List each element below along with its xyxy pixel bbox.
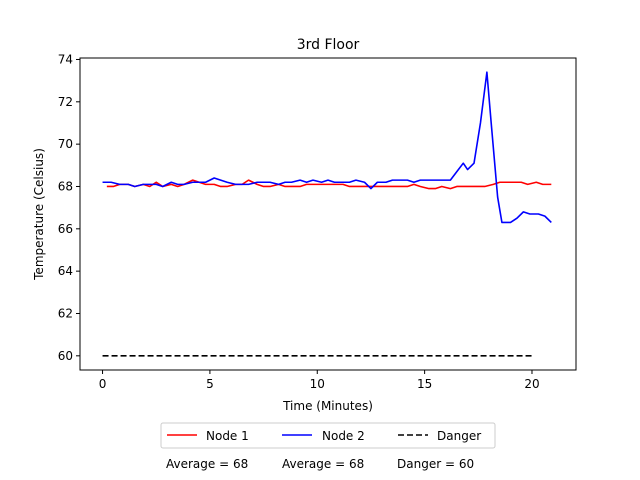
x-tick-label: 0 <box>99 377 107 391</box>
x-tick-label: 10 <box>310 377 325 391</box>
footer-node-1-average: Average = 68 <box>166 457 248 471</box>
series-line-node-1 <box>106 179 552 190</box>
y-axis-ticks: 60 62 64 66 68 70 72 74 <box>58 52 80 363</box>
series-layer <box>102 71 552 357</box>
y-tick-label: 66 <box>58 222 73 236</box>
x-tick-label: 15 <box>417 377 432 391</box>
legend-label-node-1: Node 1 <box>206 429 249 443</box>
series-line-node-2 <box>102 71 552 224</box>
footer-danger-value: Danger = 60 <box>397 457 474 471</box>
x-axis-ticks: 0 5 10 15 20 <box>99 370 540 391</box>
legend: Node 1 Node 2 Danger <box>160 422 496 449</box>
x-tick-label: 5 <box>206 377 214 391</box>
y-axis-label: Temperature (Celsius) <box>32 148 46 281</box>
chart-title: 3rd Floor <box>297 37 360 53</box>
y-tick-label: 60 <box>58 349 73 363</box>
y-tick-label: 72 <box>58 95 73 109</box>
y-tick-label: 70 <box>58 137 73 151</box>
legend-label-node-2: Node 2 <box>322 429 365 443</box>
y-tick-label: 64 <box>58 264 73 278</box>
x-axis-label: Time (Minutes) <box>282 399 373 413</box>
y-tick-label: 74 <box>58 52 73 66</box>
legend-label-danger: Danger <box>437 429 481 443</box>
plot-frame <box>79 57 577 371</box>
y-tick-label: 68 <box>58 179 73 193</box>
y-tick-label: 62 <box>58 306 73 320</box>
legend-frame <box>160 422 496 449</box>
x-tick-label: 20 <box>524 377 539 391</box>
footer-node-2-average: Average = 68 <box>282 457 364 471</box>
